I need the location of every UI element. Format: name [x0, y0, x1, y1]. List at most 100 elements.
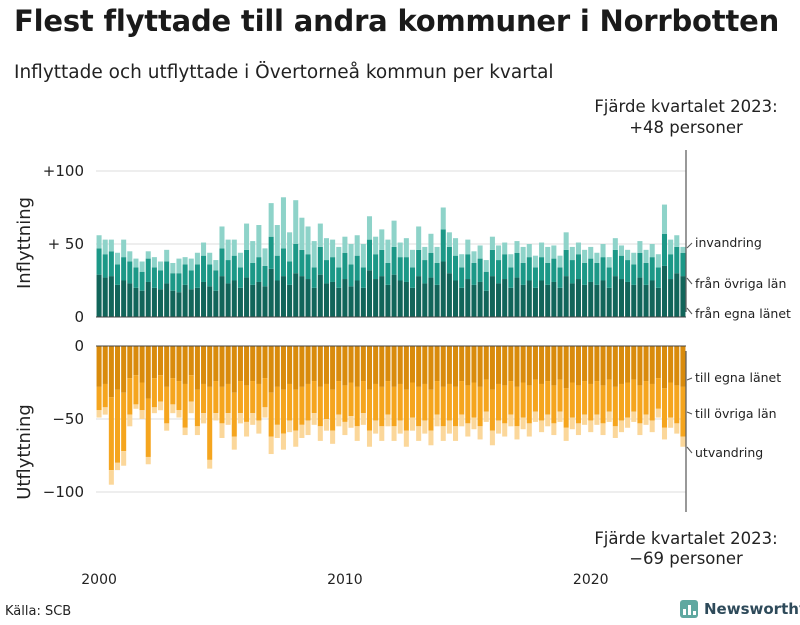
bar-out-utvandring	[213, 413, 219, 421]
bar-out-utvandring	[403, 430, 409, 447]
bar-in-ovriga	[502, 254, 508, 280]
bar-out-egna	[649, 346, 655, 384]
bar-in-egna	[188, 289, 194, 317]
bar-out-ovriga	[373, 383, 379, 421]
bar-out-utvandring	[637, 423, 643, 436]
bar-out-ovriga	[250, 381, 256, 414]
bar-out-ovriga	[563, 388, 569, 428]
bar-out-ovriga	[336, 381, 342, 415]
bar-out-utvandring	[520, 417, 526, 430]
bar-in-ovriga	[532, 267, 538, 288]
bar-in-invandring	[121, 239, 127, 258]
bar-out-ovriga	[643, 381, 649, 415]
bar-in-ovriga	[618, 255, 624, 280]
bar-in-invandring	[182, 257, 188, 265]
bar-out-egna	[532, 346, 538, 380]
bar-in-ovriga	[342, 252, 348, 280]
bar-in-invandring	[330, 239, 336, 258]
bar-in-egna	[139, 290, 145, 317]
bar-in-egna	[465, 279, 471, 317]
bar-out-egna	[680, 346, 686, 387]
bar-in-egna	[655, 287, 661, 317]
bar-out-egna	[526, 346, 532, 386]
bar-out-utvandring	[151, 407, 157, 414]
bar-in-ovriga	[489, 249, 495, 277]
bar-out-utvandring	[108, 470, 114, 485]
bar-out-ovriga	[323, 383, 329, 419]
bar-in-ovriga	[575, 254, 581, 280]
bar-out-egna	[127, 346, 133, 379]
series-label-utvandring-leader	[686, 446, 693, 454]
bar-in-egna	[127, 283, 133, 317]
ylabel-top: Inflyttning	[14, 197, 35, 289]
bar-out-egna	[563, 346, 569, 389]
bar-in-invandring	[569, 246, 575, 261]
series-label-invandring: invandring	[695, 235, 762, 250]
bar-in-invandring	[643, 249, 649, 263]
bar-in-egna	[164, 283, 170, 317]
bar-in-invandring	[250, 241, 256, 263]
bar-out-utvandring	[385, 414, 391, 427]
bar-in-ovriga	[569, 260, 575, 284]
bar-in-invandring	[416, 226, 422, 250]
bar-in-ovriga	[151, 267, 157, 288]
bar-out-utvandring	[121, 451, 127, 466]
bar-in-egna	[250, 284, 256, 317]
bar-in-ovriga	[594, 262, 600, 285]
bar-out-utvandring	[483, 411, 489, 422]
bar-out-ovriga	[446, 383, 452, 421]
bar-out-utvandring	[348, 416, 354, 428]
bar-in-invandring	[557, 255, 563, 268]
bar-in-egna	[416, 276, 422, 317]
bar-out-egna	[262, 346, 268, 379]
bar-in-invandring	[164, 249, 170, 262]
bar-in-ovriga	[409, 267, 416, 288]
bar-in-egna	[508, 287, 514, 317]
bar-in-egna	[348, 286, 354, 317]
bar-in-egna	[453, 280, 459, 317]
bar-in-ovriga	[164, 261, 170, 284]
bar-out-utvandring	[465, 423, 471, 437]
bar-in-egna	[323, 283, 329, 317]
bar-in-invandring	[201, 242, 207, 256]
bar-in-ovriga	[551, 258, 557, 282]
bar-out-ovriga	[176, 381, 182, 411]
bar-out-egna	[133, 346, 139, 376]
bar-out-utvandring	[268, 436, 274, 455]
bar-out-utvandring	[428, 430, 434, 446]
bar-in-invandring	[231, 239, 237, 256]
bar-out-utvandring	[569, 417, 575, 430]
xtick-label: 2010	[327, 572, 363, 588]
bar-in-invandring	[145, 251, 151, 259]
bar-in-invandring	[674, 235, 680, 247]
bar-out-egna	[582, 346, 588, 382]
bar-in-egna	[268, 268, 274, 317]
bar-out-utvandring	[231, 436, 237, 450]
bar-out-ovriga	[545, 381, 551, 415]
bar-in-invandring	[403, 238, 409, 258]
bar-in-invandring	[508, 254, 514, 268]
bar-in-invandring	[108, 239, 114, 252]
bar-out-ovriga	[280, 389, 286, 434]
bar-out-utvandring	[459, 414, 465, 427]
bar-in-egna	[496, 283, 502, 317]
bar-out-egna	[256, 346, 262, 384]
bar-out-utvandring	[244, 421, 250, 437]
bar-out-ovriga	[422, 383, 428, 421]
bar-out-egna	[237, 346, 243, 382]
bar-in-ovriga	[637, 252, 643, 278]
bar-in-egna	[225, 283, 231, 317]
bar-out-ovriga	[299, 386, 305, 425]
bar-out-utvandring	[532, 411, 538, 422]
brand-name: Newsworthy	[704, 600, 800, 618]
bar-out-utvandring	[188, 401, 194, 414]
bar-out-utvandring	[194, 426, 200, 436]
bar-in-ovriga	[674, 246, 680, 274]
bar-in-egna	[121, 280, 127, 317]
bar-out-egna	[502, 346, 508, 386]
bar-out-utvandring	[102, 407, 108, 415]
bar-in-egna	[305, 279, 311, 317]
bar-out-ovriga	[201, 383, 207, 414]
bar-out-egna	[557, 346, 563, 380]
